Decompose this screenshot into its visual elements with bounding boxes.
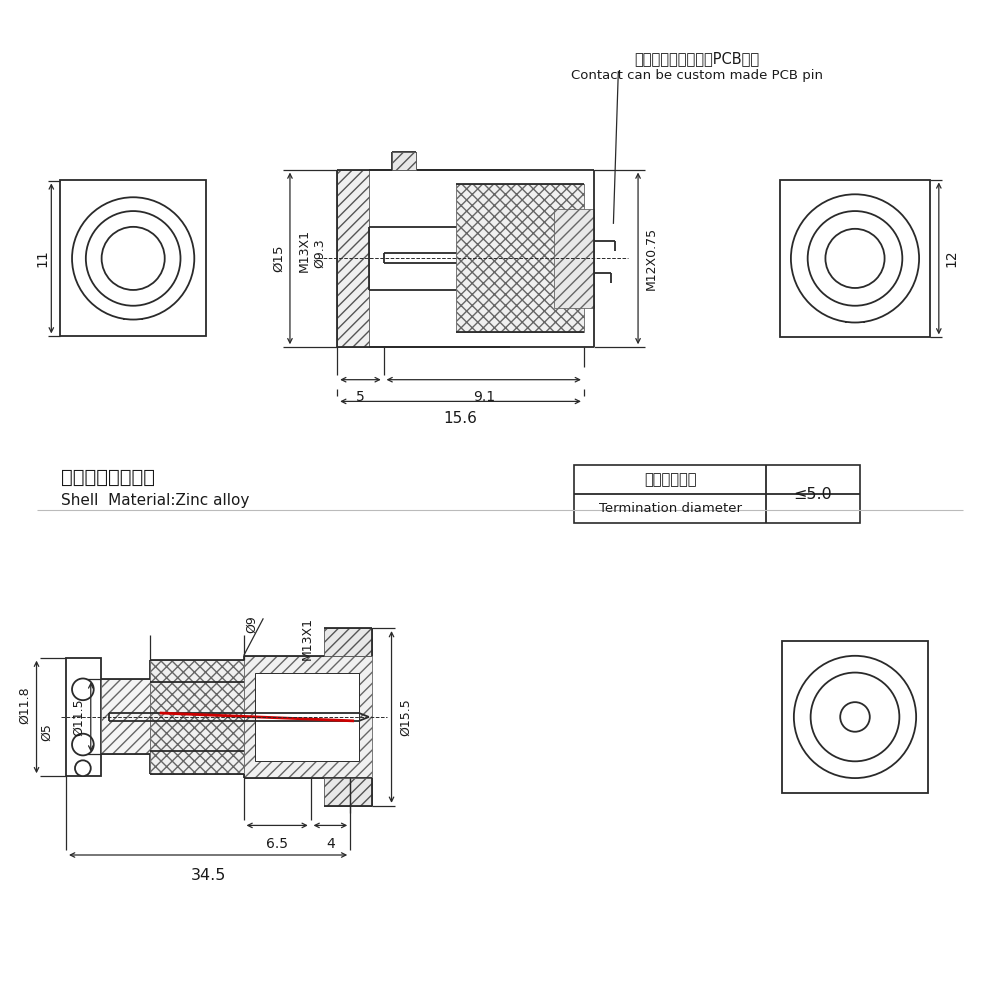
Text: Ø15: Ø15 bbox=[272, 245, 285, 272]
Text: Ø5: Ø5 bbox=[40, 723, 53, 741]
Text: 9.1: 9.1 bbox=[473, 390, 495, 404]
Circle shape bbox=[86, 211, 181, 306]
Text: Ø11.5: Ø11.5 bbox=[72, 698, 85, 736]
Text: 4: 4 bbox=[326, 837, 335, 851]
Text: 外壳材质：锅合金: 外壳材质：锅合金 bbox=[61, 468, 155, 487]
Bar bbox=[456, 184, 584, 332]
Circle shape bbox=[791, 194, 919, 322]
Bar bbox=[554, 209, 594, 308]
Circle shape bbox=[75, 760, 91, 776]
Circle shape bbox=[72, 678, 94, 700]
Bar bbox=[574, 465, 860, 523]
Circle shape bbox=[72, 197, 194, 320]
Text: 接触件可由用户定制PCB插针: 接触件可由用户定制PCB插针 bbox=[635, 51, 760, 66]
Text: M13X1: M13X1 bbox=[301, 617, 314, 660]
Circle shape bbox=[811, 673, 899, 761]
Text: 12: 12 bbox=[945, 250, 959, 267]
Text: 34.5: 34.5 bbox=[190, 868, 226, 883]
Bar bbox=[150, 660, 244, 774]
Circle shape bbox=[840, 702, 870, 732]
Bar bbox=[244, 656, 372, 778]
Text: Ø11.8: Ø11.8 bbox=[18, 686, 31, 724]
Bar bbox=[782, 641, 928, 793]
Bar bbox=[392, 152, 416, 170]
Bar bbox=[255, 673, 359, 761]
Text: Shell  Material:Zinc alloy: Shell Material:Zinc alloy bbox=[61, 492, 250, 508]
Bar bbox=[101, 679, 150, 754]
Circle shape bbox=[794, 656, 916, 778]
Bar bbox=[780, 180, 930, 337]
Text: Termination diameter: Termination diameter bbox=[599, 502, 742, 515]
Circle shape bbox=[808, 211, 902, 306]
Text: 5: 5 bbox=[356, 390, 365, 404]
Text: 15.6: 15.6 bbox=[444, 411, 477, 426]
Text: Ø9.3: Ø9.3 bbox=[313, 239, 326, 268]
Text: M13X1: M13X1 bbox=[297, 229, 310, 272]
Text: Ø15.5: Ø15.5 bbox=[399, 698, 412, 736]
Bar bbox=[66, 658, 101, 776]
Text: Ø9: Ø9 bbox=[245, 615, 258, 633]
Circle shape bbox=[102, 227, 165, 290]
Text: M12X0.75: M12X0.75 bbox=[644, 227, 657, 290]
Bar bbox=[324, 628, 372, 656]
Circle shape bbox=[825, 229, 885, 288]
Bar bbox=[60, 180, 206, 336]
Circle shape bbox=[72, 734, 94, 755]
Text: ≤5.0: ≤5.0 bbox=[794, 487, 832, 502]
Bar bbox=[324, 778, 372, 806]
Text: 尾部过线直径: 尾部过线直径 bbox=[644, 472, 696, 487]
Bar bbox=[337, 170, 369, 347]
Text: Contact can be custom made PCB pin: Contact can be custom made PCB pin bbox=[571, 69, 823, 82]
Text: 11: 11 bbox=[35, 250, 49, 267]
Text: 6.5: 6.5 bbox=[266, 837, 288, 851]
